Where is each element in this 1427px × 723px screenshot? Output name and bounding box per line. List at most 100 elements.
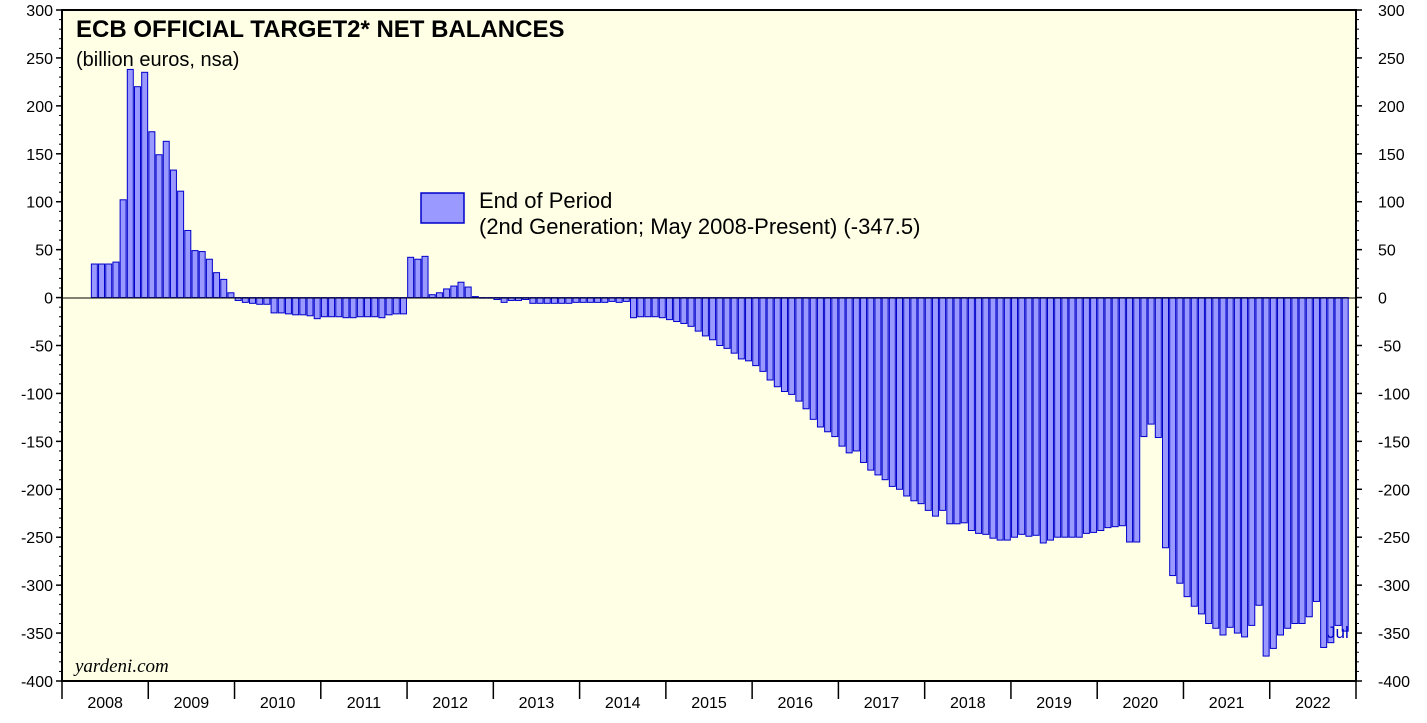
legend-label: End of Period — [479, 188, 612, 213]
bar — [141, 71, 149, 299]
bar — [910, 297, 918, 502]
bar — [105, 263, 113, 299]
bar — [342, 297, 350, 319]
legend-detail: (2nd Generation; May 2008-Present) (-347… — [479, 214, 920, 239]
bar — [1312, 297, 1320, 602]
bar — [1284, 297, 1292, 629]
bar — [306, 297, 314, 317]
y-tick-label-right: 250 — [1378, 51, 1405, 68]
bar — [284, 297, 292, 315]
bar — [694, 297, 702, 332]
x-year-label: 2008 — [87, 695, 123, 712]
bar — [198, 251, 206, 299]
bar — [1212, 297, 1220, 629]
bar — [299, 297, 307, 316]
bar — [335, 297, 343, 318]
y-tick-label-left: -400 — [21, 674, 53, 691]
bar — [328, 297, 336, 318]
x-year-label: 2009 — [174, 695, 210, 712]
y-tick-label-left: -200 — [21, 482, 53, 499]
bar — [1327, 297, 1335, 644]
bar — [896, 297, 904, 490]
bar — [1126, 297, 1134, 543]
bar — [637, 297, 645, 318]
bar — [1255, 297, 1263, 606]
y-tick-label-right: -250 — [1378, 530, 1410, 547]
bar — [888, 297, 896, 487]
y-tick-label-right: -200 — [1378, 482, 1410, 499]
bar — [1197, 297, 1205, 615]
bar — [443, 288, 451, 299]
bar — [1162, 297, 1169, 549]
bar — [1291, 297, 1299, 624]
bar — [1169, 297, 1177, 577]
bar — [982, 297, 990, 535]
bar — [349, 297, 357, 319]
bar — [1111, 297, 1119, 528]
bar — [227, 292, 235, 299]
y-tick-label-right: -50 — [1378, 339, 1401, 356]
bar — [213, 272, 221, 299]
y-tick-label-left: -150 — [21, 434, 53, 451]
bar — [687, 297, 695, 327]
bar — [270, 297, 278, 314]
bar — [1054, 297, 1062, 538]
bar — [816, 297, 824, 428]
bar — [450, 285, 458, 299]
bar — [1118, 297, 1126, 527]
bar — [931, 297, 939, 517]
bar — [867, 297, 875, 471]
bar — [263, 297, 271, 305]
chart-subtitle: (billion euros, nsa) — [76, 49, 239, 71]
bar — [967, 297, 975, 531]
bar — [1183, 297, 1191, 598]
y-tick-label-right: -350 — [1378, 626, 1410, 643]
bar — [320, 297, 328, 318]
bar — [780, 297, 788, 393]
bar — [788, 297, 796, 395]
bar — [1147, 297, 1155, 425]
bar — [435, 292, 443, 299]
x-year-label: 2019 — [1036, 695, 1072, 712]
bar — [1061, 297, 1069, 538]
y-tick-label-left: 250 — [26, 51, 53, 68]
y-axis-left: 300 250 200 150 100 50 0 -50 -100 -150 -200 -250 -30… — [21, 3, 62, 691]
bar — [457, 281, 465, 299]
bar — [723, 297, 731, 349]
bar — [737, 297, 745, 360]
bar — [399, 297, 407, 315]
y-tick-label-left: 300 — [26, 3, 53, 20]
y-tick-label-right: -100 — [1378, 386, 1410, 403]
bar — [1025, 297, 1033, 537]
bar — [1011, 297, 1019, 538]
bar — [191, 250, 199, 299]
bar — [759, 297, 767, 372]
bar — [148, 131, 156, 299]
plot-background — [62, 10, 1356, 681]
y-tick-label-right: -300 — [1378, 578, 1410, 595]
bar — [1248, 297, 1256, 626]
bar — [881, 297, 889, 481]
bar — [364, 297, 372, 318]
y-tick-label-left: -250 — [21, 530, 53, 547]
bar — [709, 297, 717, 341]
bar — [378, 297, 386, 319]
bar — [630, 297, 638, 319]
bar — [996, 297, 1004, 541]
bar — [1082, 297, 1090, 534]
bar — [953, 297, 961, 525]
bar — [946, 297, 954, 525]
y-tick-label-left: 0 — [44, 291, 53, 308]
y-tick-label-left: -300 — [21, 578, 53, 595]
bar — [1075, 297, 1083, 538]
y-tick-label-left: 150 — [26, 147, 53, 164]
bar — [644, 297, 652, 318]
bar — [407, 256, 415, 299]
y-tick-label-left: -350 — [21, 626, 53, 643]
bar — [471, 296, 479, 299]
bar — [1205, 297, 1213, 624]
bar — [802, 297, 810, 410]
bar — [356, 297, 364, 318]
bar — [126, 68, 134, 299]
